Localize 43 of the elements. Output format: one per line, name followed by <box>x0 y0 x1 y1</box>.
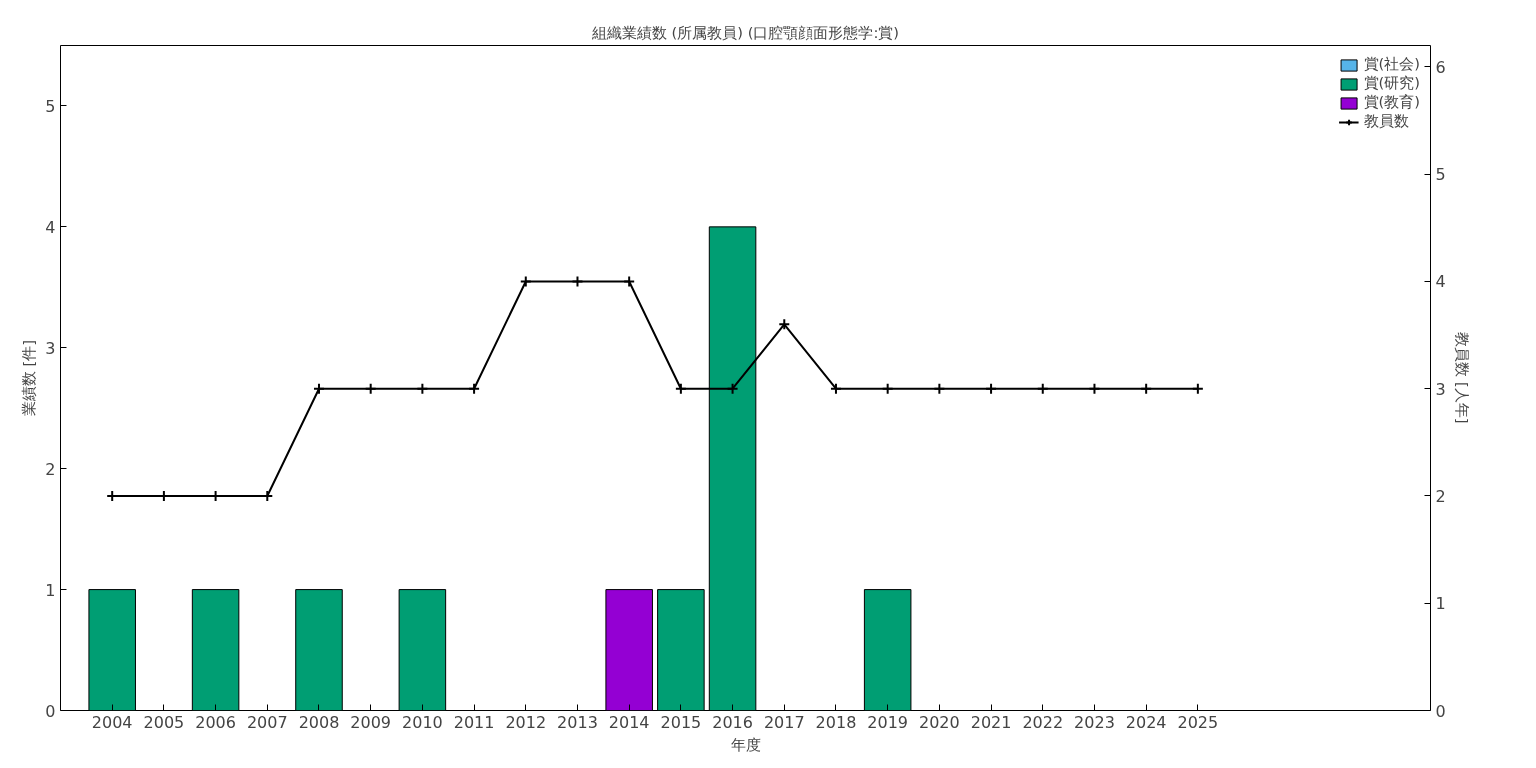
x-tick-label: 2025 <box>1177 712 1219 732</box>
x-tick-label: 2024 <box>1125 712 1167 732</box>
x-tick-label: 2017 <box>763 712 805 732</box>
x-tick-label: 2016 <box>712 712 753 732</box>
y2-tick-label: 1 <box>1435 594 1446 614</box>
x-tick-label: 2012 <box>505 712 547 732</box>
y2-tick-label: 4 <box>1435 272 1446 292</box>
x-tick-label: 2022 <box>1022 712 1064 732</box>
x-tick-label: 2013 <box>557 712 598 732</box>
x-tick-label: 2007 <box>246 712 288 732</box>
y-tick-label: 2 <box>45 459 56 479</box>
x-tick-label: 2005 <box>143 712 185 732</box>
y2-tick-label: 5 <box>1435 165 1446 185</box>
x-axis-title: 年度 <box>730 735 761 753</box>
x-tick-label: 2021 <box>970 712 1012 732</box>
y-tick-label: 1 <box>45 580 56 600</box>
y-tick-label: 4 <box>45 217 56 237</box>
x-tick-label: 2004 <box>91 712 133 732</box>
y-tick-label: 5 <box>45 96 56 116</box>
y-tick-label: 0 <box>45 701 56 721</box>
legend-label: 賞(社会) <box>1363 55 1420 74</box>
y-tick-label: 3 <box>45 338 56 358</box>
chart-title: 組織業績数 (所属教員) (口腔顎顔面形態学:賞) <box>590 23 900 41</box>
x-tick-label: 2019 <box>867 712 909 732</box>
y2-axis-title: 教員数 [人年] <box>1453 332 1471 424</box>
y-axis-title: 業績数 [件] <box>20 339 38 417</box>
x-tick-label: 2018 <box>815 712 857 732</box>
x-tick-label: 2008 <box>298 712 340 732</box>
y2-tick-label: 6 <box>1435 57 1446 77</box>
x-tick-label: 2023 <box>1074 712 1115 732</box>
y2-tick-label: 2 <box>1435 486 1446 506</box>
legend-label: 賞(研究) <box>1363 74 1420 93</box>
x-tick-label: 2009 <box>350 712 392 732</box>
legend-label: 教員数 <box>1363 112 1409 131</box>
x-tick-label: 2015 <box>660 712 702 732</box>
y2-tick-label: 0 <box>1435 701 1446 721</box>
x-tick-label: 2010 <box>402 712 443 732</box>
x-tick-label: 2011 <box>453 712 495 732</box>
x-tick-label: 2014 <box>608 712 650 732</box>
x-tick-label: 2020 <box>919 712 960 732</box>
x-tick-label: 2006 <box>195 712 236 732</box>
legend-label: 賞(教育) <box>1363 93 1420 112</box>
y2-tick-label: 3 <box>1435 379 1446 399</box>
